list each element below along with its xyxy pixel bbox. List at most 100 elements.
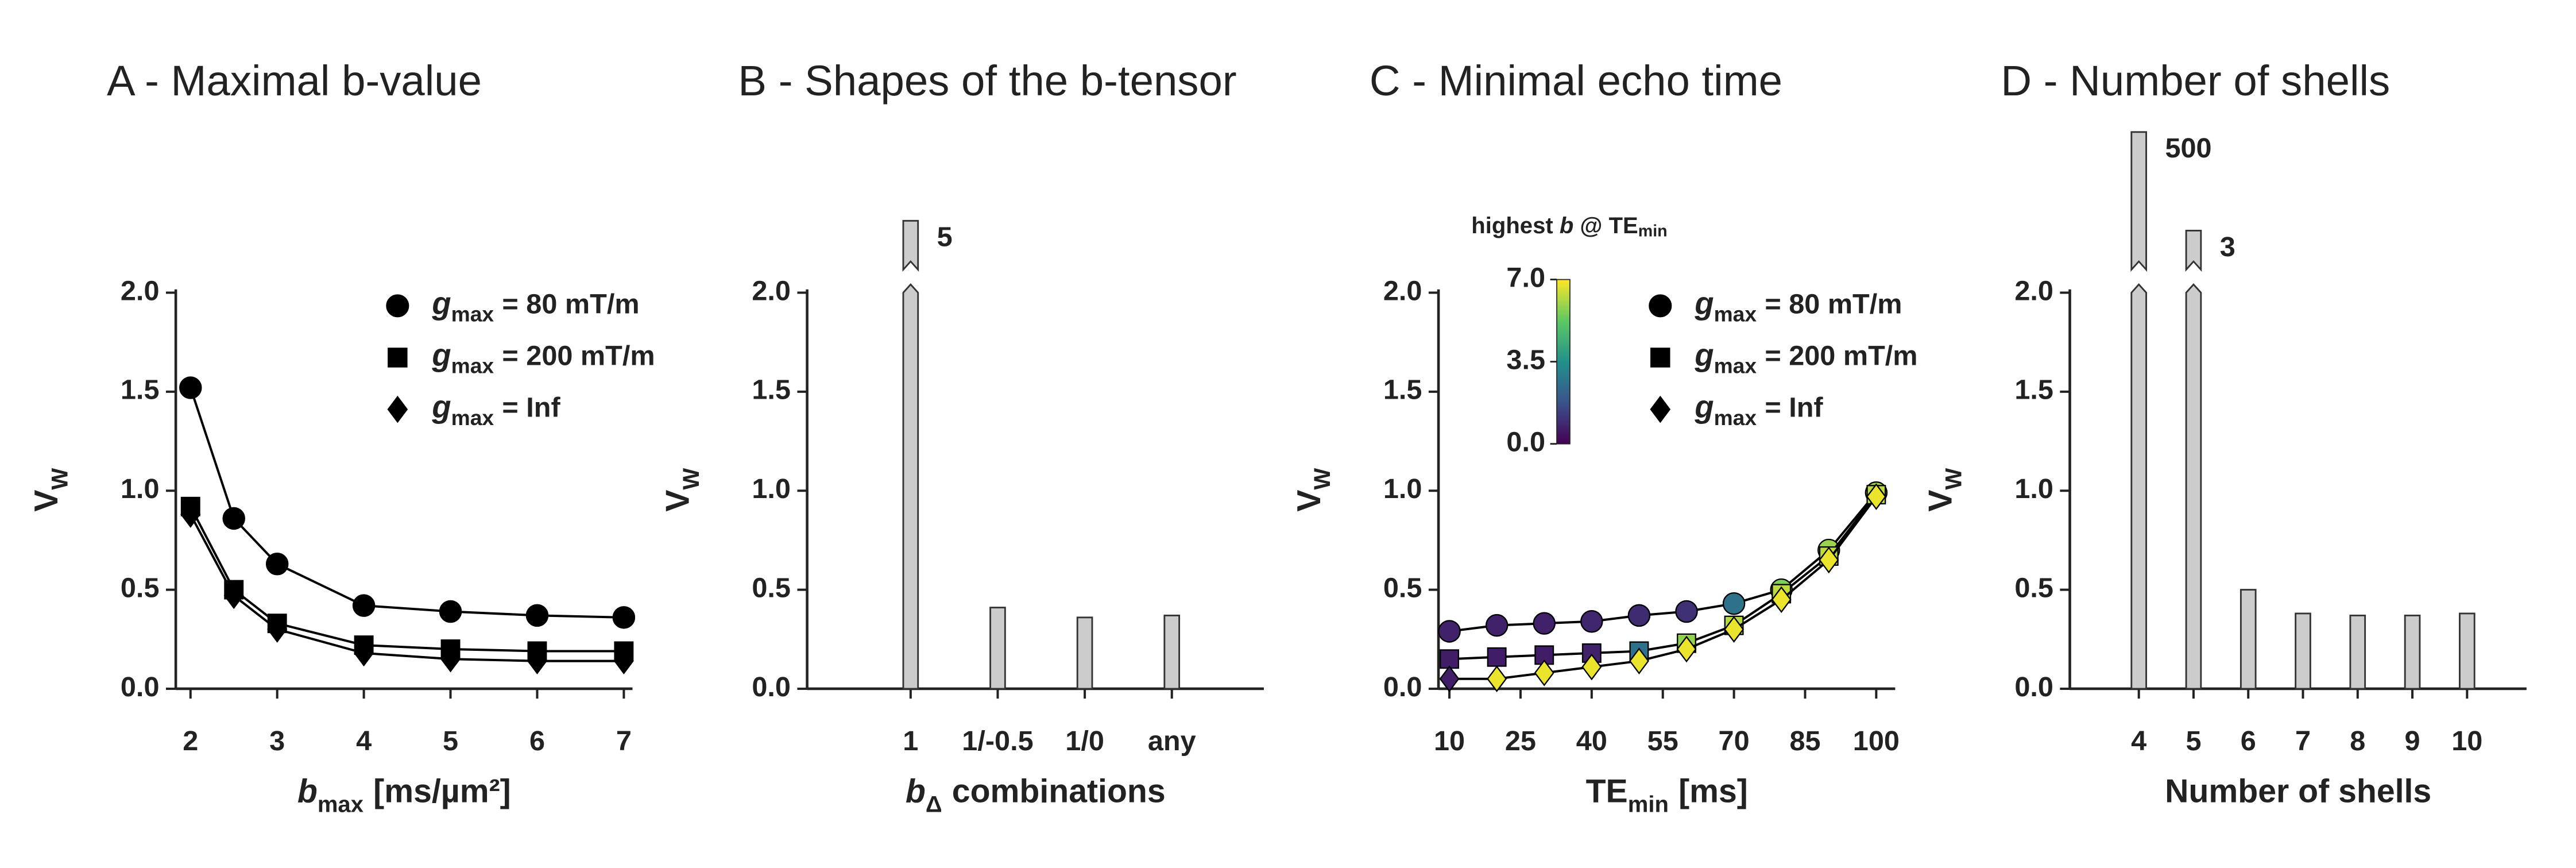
bar [1076,616,1093,690]
chart-title: A - Maximal b-value [107,57,482,105]
x-tick-label: 5 [443,726,458,757]
x-axis-label-rest: combinations [952,773,1166,809]
marker [1438,620,1461,643]
y-tick-label: 1.0 [2014,473,2053,504]
marker [1724,616,1745,643]
colorbar-title-sub: min [1638,222,1668,240]
legend-name: = Inf [1765,392,1823,423]
marker [1771,586,1792,614]
marker [1485,614,1509,637]
legend-prefix: g [1694,286,1714,321]
x-tick-label: 85 [1789,726,1820,757]
legend-label: gmax = 200 mT/m [431,338,655,378]
x-tick-label: 10 [1434,726,1465,757]
marker [613,647,634,674]
x-axis-label-main: Number of shells [2165,773,2431,809]
x-axis-label-rest: [ms/µm²] [373,773,511,809]
marker [612,606,636,629]
legend-marker [1650,348,1670,368]
bar [2404,614,2421,690]
marker [267,616,288,643]
marker [352,594,376,617]
bar [2295,612,2311,690]
marker [527,647,547,674]
marker [1629,647,1649,674]
x-axis-label-main: TE [1586,773,1628,809]
legend-name: = 200 mT/m [502,340,655,371]
y-tick-label: 0.5 [2014,572,2053,603]
y-axis-label: VW [28,468,72,512]
y-tick-label: 2.0 [1383,275,1422,306]
x-tick-label: 6 [529,726,545,757]
marker [1440,649,1460,669]
legend-prefix: g [431,338,451,373]
y-tick-label: 1.5 [752,375,791,406]
legend-name: = Inf [502,392,560,423]
y-tick-label: 0.0 [752,672,791,703]
chart-title: C - Minimal echo time [1370,57,1782,105]
y-axis-label: VW [660,468,704,512]
bar [1163,614,1181,690]
bar [2185,230,2202,690]
legend-marker [388,348,408,368]
legend-marker [386,294,409,318]
marker [179,376,202,399]
y-tick-label: 2.0 [2014,275,2053,306]
marker [1534,659,1554,686]
bar [2459,612,2476,690]
x-tick-label: 70 [1719,726,1750,757]
marker [265,553,289,576]
chart-title: B - Shapes of the b-tensor [738,57,1236,105]
y-axis-label-main: V [1923,490,1959,512]
x-tick-label: 3 [269,726,285,757]
bar [2130,131,2148,690]
x-axis-label: bmax [ms/µm²] [297,773,511,817]
x-tick-label: 1 [903,726,918,757]
y-tick-label: 1.0 [121,473,160,504]
colorbar-tick-label: 7.0 [1506,262,1545,293]
legend-name: = 200 mT/m [1765,340,1917,371]
marker [222,507,245,530]
x-axis-label-sub: max [318,792,363,817]
y-tick-label: 2.0 [121,275,160,306]
marker [1533,612,1556,635]
legend-label: gmax = Inf [1694,389,1823,430]
y-tick-label: 2.0 [752,275,791,306]
x-tick-label: 4 [2131,726,2146,757]
colorbar-title-pre: highest [1471,213,1560,238]
marker [525,604,549,627]
legend-label: gmax = 80 mT/m [431,286,639,326]
series-line [1449,492,1877,632]
marker [1439,665,1460,693]
marker [1722,592,1746,615]
legend-prefix: g [431,389,451,425]
x-axis-label-main: b [297,773,318,809]
y-tick-label: 0.5 [752,572,791,603]
y-tick-label: 0.0 [2014,672,2053,703]
x-tick-label: 1/0 [1065,726,1104,757]
marker [223,582,244,609]
chart-title: D - Number of shells [2001,57,2390,105]
y-tick-label: 1.5 [121,375,160,406]
x-axis-label: bΔ combinations [906,773,1166,817]
x-tick-label: 1/-0.5 [962,726,1033,757]
marker [1487,647,1507,667]
x-tick-label: 40 [1576,726,1607,757]
colorbar-title-var: b [1560,213,1573,238]
y-axis-label-main: V [1291,490,1328,512]
colorbar [1556,279,1571,445]
x-tick-label: 10 [2451,726,2482,757]
marker [1487,665,1507,693]
legend-prefix: g [431,286,451,321]
y-tick-label: 0.5 [121,572,160,603]
bar [902,219,919,690]
legend-label: gmax = Inf [431,389,560,430]
colorbar-tick-label: 0.0 [1506,427,1545,458]
y-axis-label-main: V [660,490,697,512]
value-label: 500 [2165,133,2211,164]
y-tick-label: 1.5 [1383,375,1422,406]
marker [1627,604,1651,627]
x-tick-label: 7 [2295,726,2311,757]
